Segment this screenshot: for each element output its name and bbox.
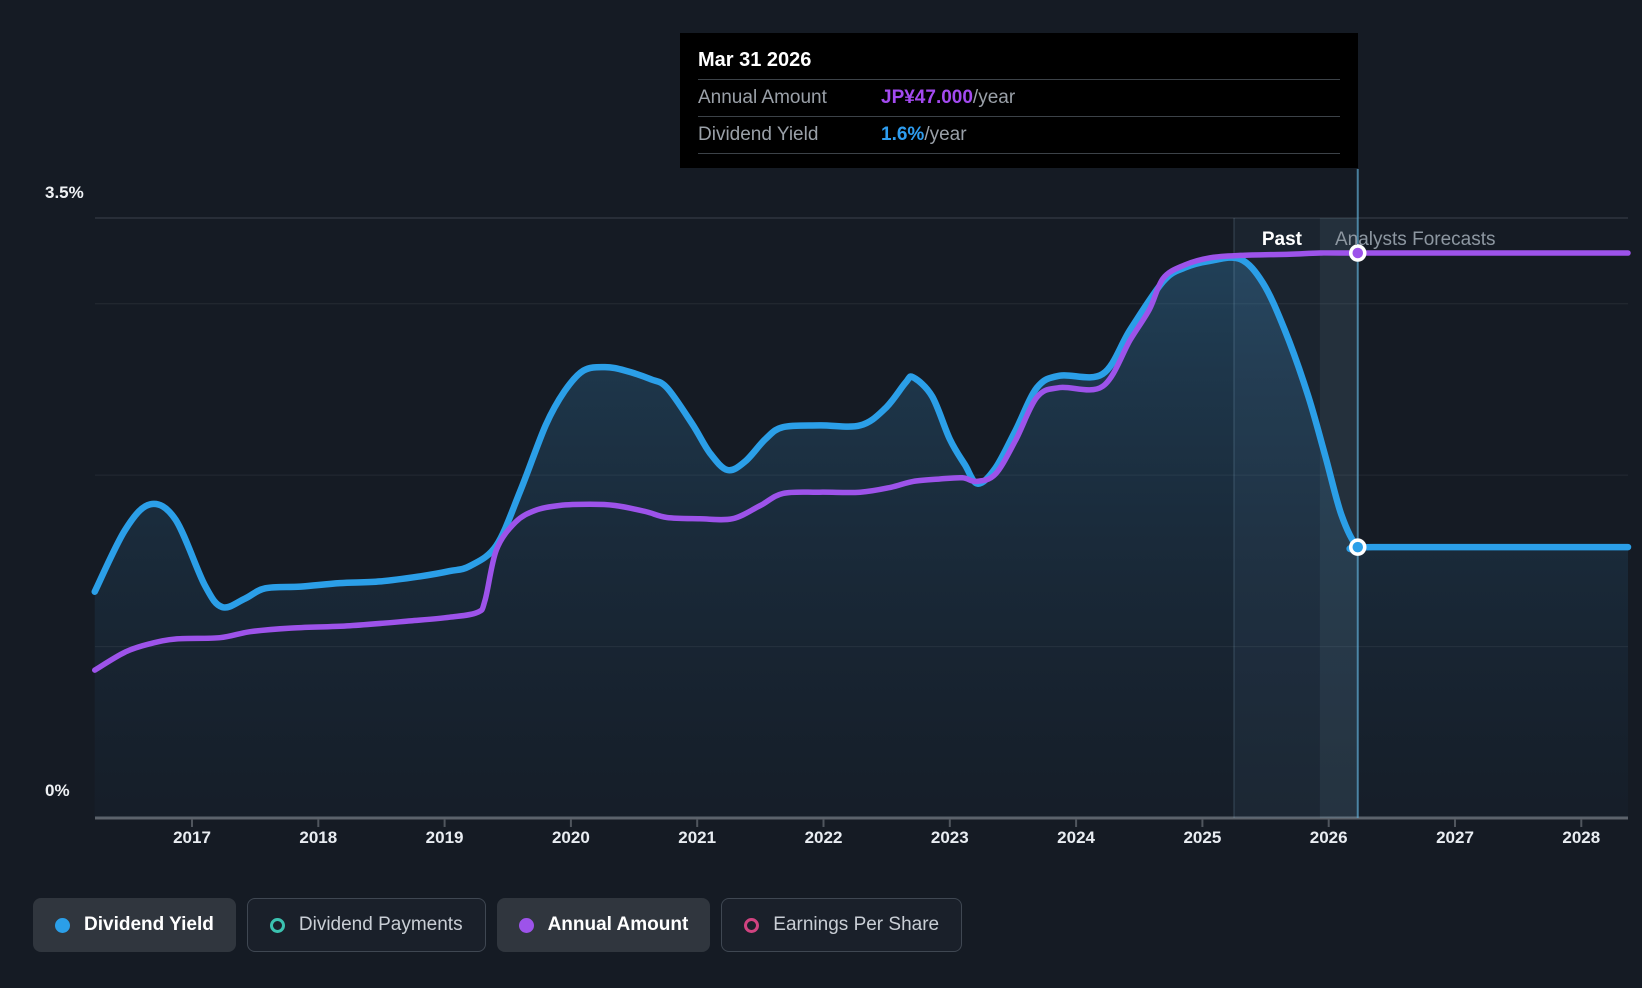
x-axis-label-2017: 2017 — [173, 828, 211, 847]
y-axis-label-bottom: 0% — [45, 781, 70, 800]
legend-button-dividend-payments[interactable]: Dividend Payments — [246, 898, 486, 952]
dividend-yield-area — [94, 257, 1629, 818]
x-axis-label-2024: 2024 — [1057, 828, 1095, 847]
tooltip-value-suffix: /year — [972, 87, 1016, 108]
x-axis-label-2027: 2027 — [1436, 828, 1474, 847]
hover-highlight-band — [1233, 218, 1358, 818]
analysts-forecasts-region-label: Analysts Forecasts — [1335, 229, 1496, 250]
dividend-yield-dot-icon — [55, 917, 70, 933]
x-axis-label-2021: 2021 — [678, 828, 717, 847]
marker-dividend-yield[interactable] — [1348, 538, 1367, 556]
legend-button-annual-amount[interactable]: Annual Amount — [496, 898, 711, 952]
y-axis-label-top: 3.5% — [45, 183, 84, 202]
band-bright — [1319, 218, 1358, 818]
x-axis-label-2023: 2023 — [930, 828, 969, 847]
tooltip-value-dividend-yield: 1.6% — [881, 124, 925, 145]
tooltip-value-annual-amount: JP¥47.000 — [881, 87, 973, 108]
x-axis-label-2028: 2028 — [1562, 828, 1601, 847]
tooltip-row-dividend-yield: Dividend Yield 1.6% /year — [698, 116, 1340, 154]
x-axis-label-2026: 2026 — [1309, 828, 1348, 847]
past-region-label: Past — [1261, 229, 1302, 250]
x-axis-label-2018: 2018 — [299, 828, 338, 847]
chart-tooltip: Mar 31 2026 Annual Amount JP¥47.000 /yea… — [680, 33, 1358, 168]
tooltip-value-suffix: /year — [924, 124, 967, 145]
x-axis-label-2020: 2020 — [551, 828, 590, 847]
tooltip-label: Dividend Yield — [698, 124, 819, 145]
legend-button-dividend-yield[interactable]: Dividend Yield — [33, 898, 236, 952]
tooltip-row-annual-amount: Annual Amount JP¥47.000 /year — [698, 79, 1340, 116]
legend-label: Earnings Per Share — [773, 914, 940, 935]
legend-label: Annual Amount — [547, 914, 689, 935]
annual-amount-line[interactable] — [91, 250, 1631, 673]
legend-label: Dividend Payments — [298, 914, 463, 935]
marker-annual-amount[interactable] — [1348, 244, 1367, 262]
x-axis-label-2022: 2022 — [804, 828, 843, 847]
data-point-markers — [1348, 244, 1367, 556]
x-axis-label-2025: 2025 — [1183, 828, 1222, 847]
chart-legend: Dividend Yield Dividend Payments Annual Am… — [33, 898, 963, 952]
earnings-per-share-ring-icon — [744, 917, 760, 933]
legend-button-earnings-per-share[interactable]: Earnings Per Share — [721, 898, 963, 952]
legend-label: Dividend Yield — [84, 914, 214, 935]
dividend-payments-ring-icon — [269, 917, 285, 933]
tooltip-label: Annual Amount — [698, 87, 827, 108]
x-axis-label-2019: 2019 — [425, 828, 464, 847]
tooltip-date: Mar 31 2026 — [698, 49, 812, 71]
annual-amount-dot-icon — [518, 917, 534, 933]
x-axis-ticks — [191, 819, 1583, 827]
